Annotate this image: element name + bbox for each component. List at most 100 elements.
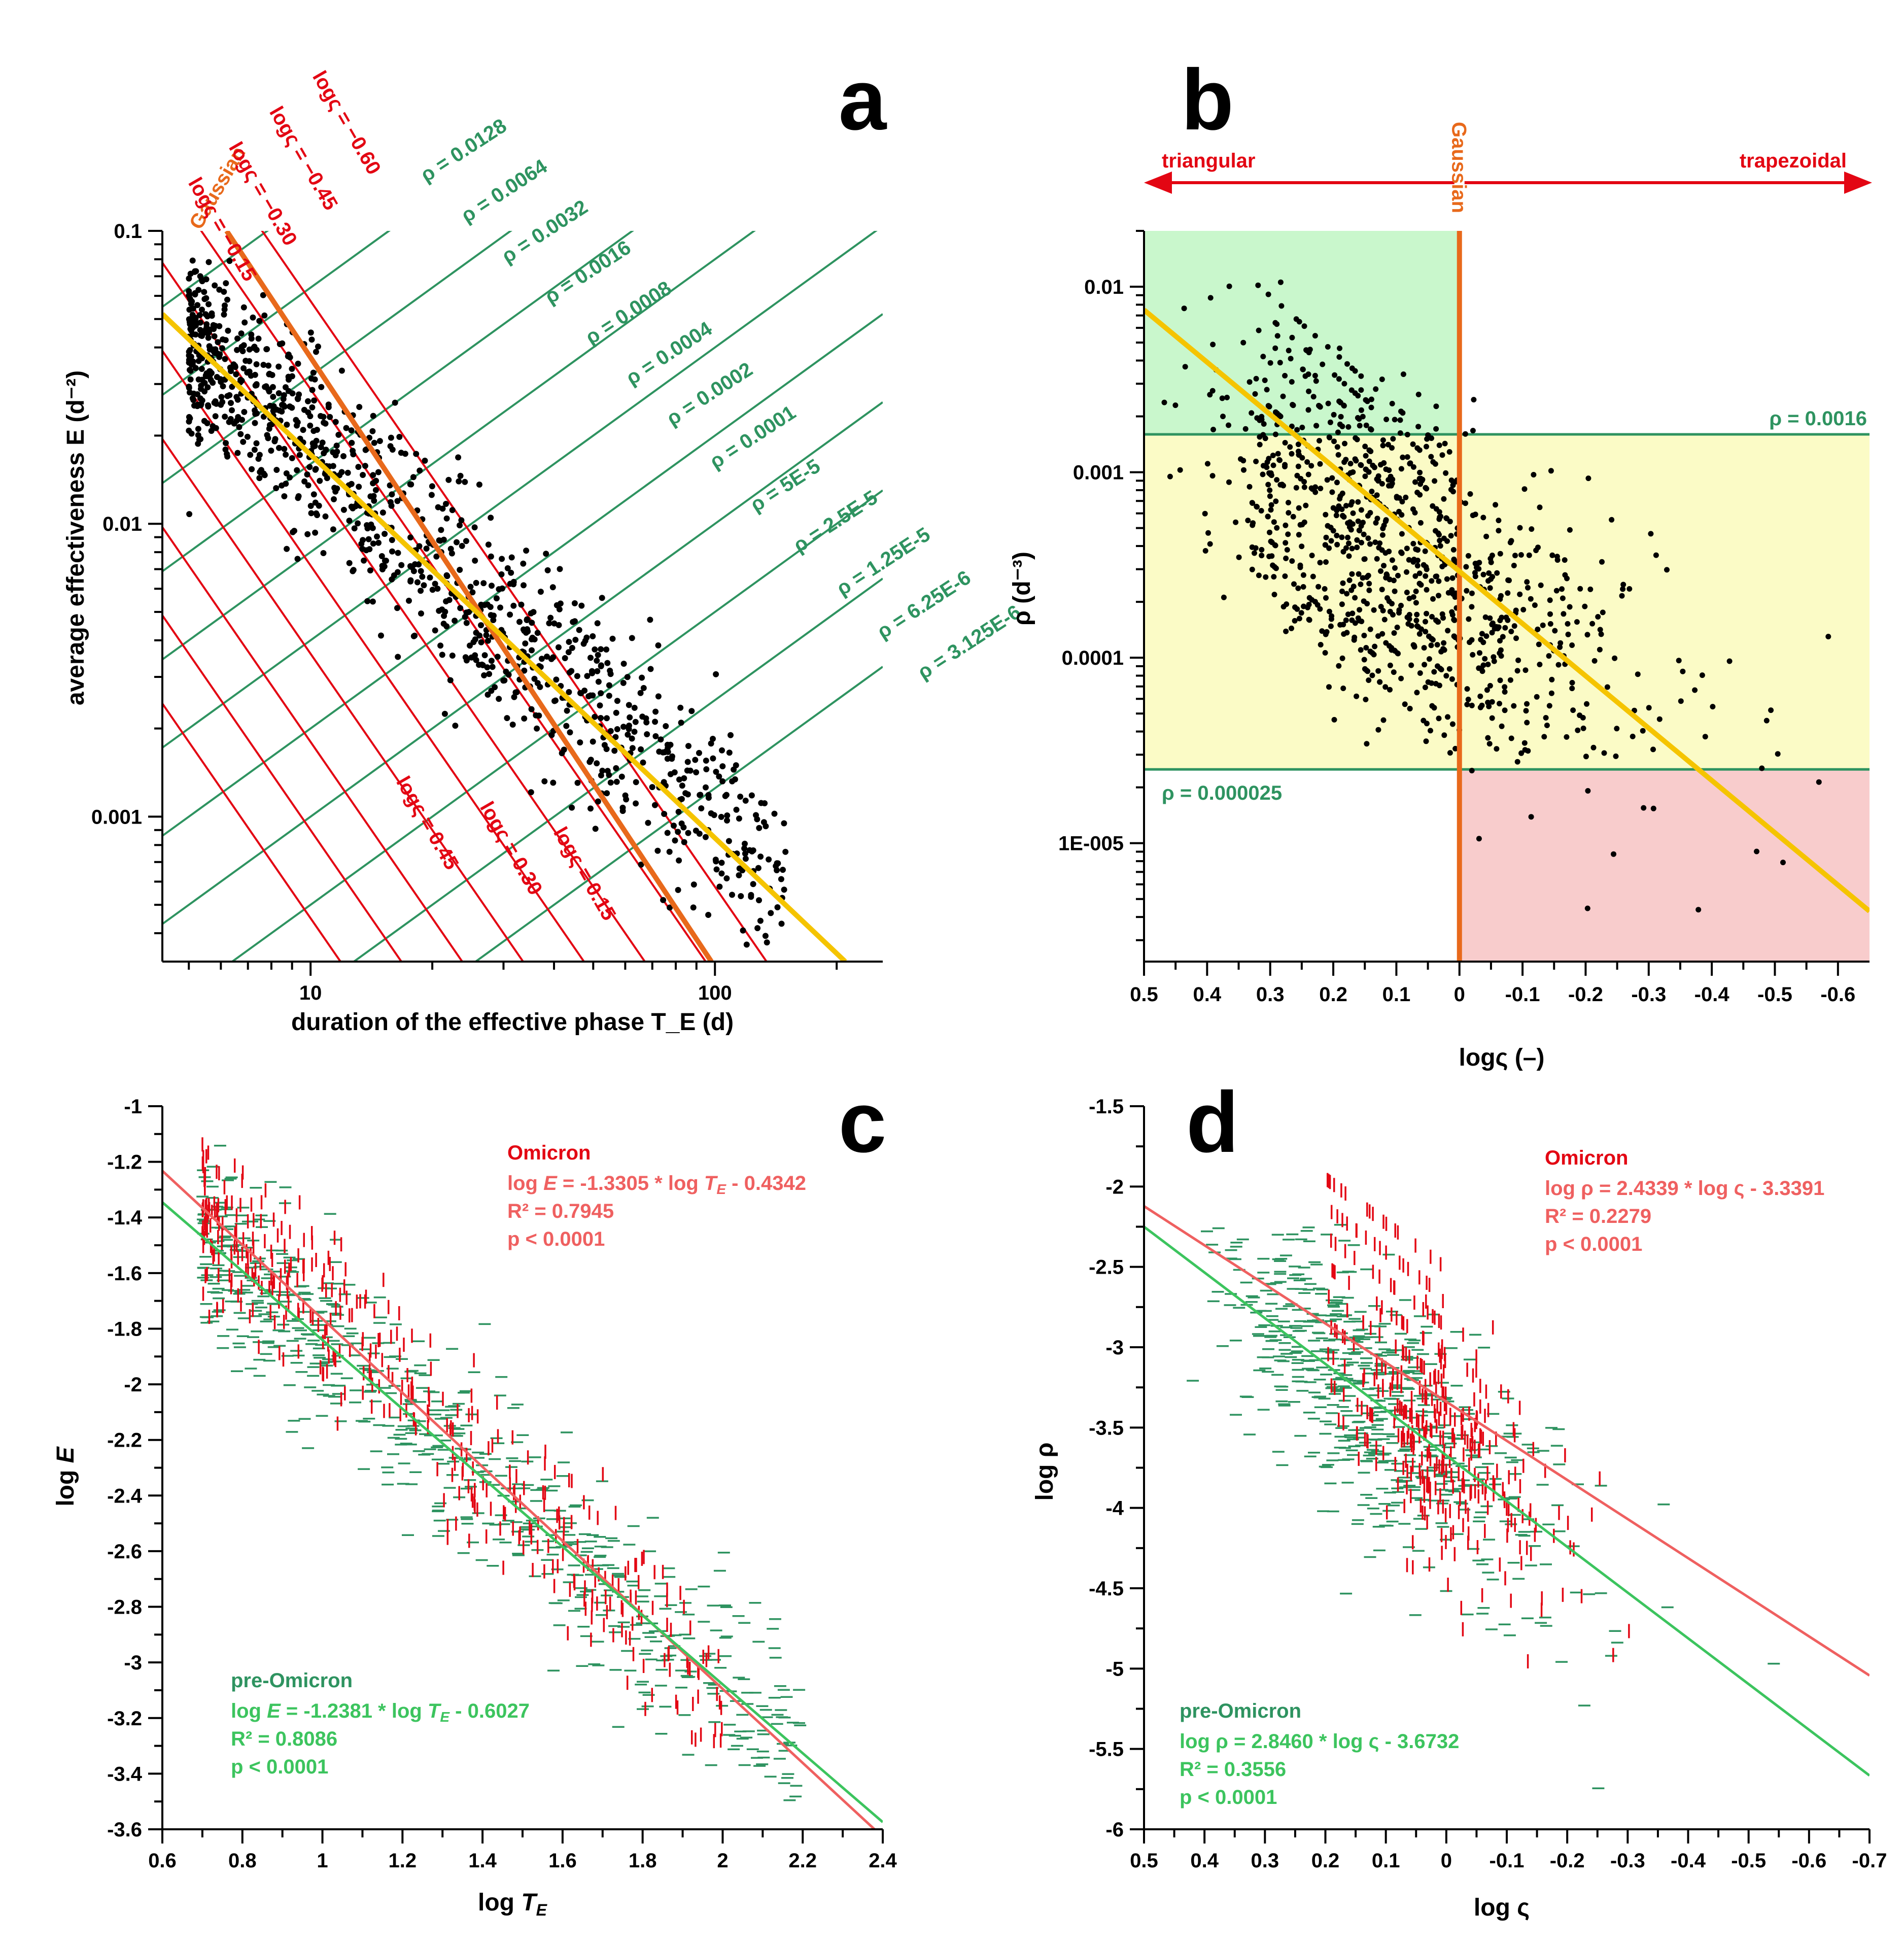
x-tick-label: 0.1 (1382, 983, 1411, 1006)
data-point (250, 314, 256, 321)
data-point (509, 722, 516, 728)
data-point (1367, 541, 1373, 547)
data-point (1547, 611, 1553, 617)
data-point (1380, 437, 1386, 443)
data-point (664, 830, 671, 836)
data-point (1354, 544, 1360, 551)
data-point (1267, 487, 1273, 493)
data-point (196, 312, 203, 318)
data-point (1226, 479, 1232, 485)
zone-yellow (1144, 434, 1870, 770)
data-point (201, 388, 208, 395)
data-point (1400, 371, 1406, 377)
data-point (1414, 558, 1421, 563)
data-point (661, 811, 668, 817)
data-point (1518, 750, 1525, 756)
y-tick-label: 0.001 (91, 806, 142, 828)
data-point (1540, 622, 1546, 628)
data-point (607, 671, 614, 677)
data-point (740, 927, 746, 934)
data-point (350, 448, 356, 454)
data-point (1471, 397, 1477, 403)
data-point (620, 661, 627, 667)
data-point (681, 775, 687, 781)
data-point (344, 469, 351, 476)
data-point (1259, 553, 1265, 559)
data-point (1207, 392, 1213, 398)
data-point (1462, 431, 1468, 437)
data-point (1349, 499, 1355, 505)
data-point (705, 792, 712, 798)
trapezoidal-label: trapezoidal (1740, 150, 1847, 172)
data-point (774, 867, 780, 873)
data-point (1410, 441, 1416, 447)
data-point (1286, 500, 1291, 505)
data-point (1410, 464, 1416, 470)
data-point (1413, 600, 1419, 606)
data-point (1597, 646, 1603, 653)
data-point (1580, 714, 1586, 721)
x-tick-label: 0 (1441, 1850, 1452, 1872)
data-point (1381, 563, 1387, 569)
data-point (685, 830, 691, 836)
data-point (1692, 687, 1698, 693)
data-point (724, 812, 731, 818)
data-point (626, 726, 632, 732)
data-point (269, 384, 276, 390)
data-point (1263, 574, 1269, 580)
data-point (614, 726, 620, 732)
data-point (1520, 607, 1527, 612)
data-point (484, 637, 491, 644)
data-point (1416, 570, 1423, 576)
data-point (1345, 424, 1352, 430)
data-point (703, 784, 709, 791)
data-point (1398, 549, 1404, 555)
data-point (241, 319, 248, 326)
data-point (364, 522, 370, 528)
data-point (294, 556, 301, 562)
data-point (666, 848, 673, 855)
data-point (1336, 354, 1342, 360)
data-point (1390, 436, 1396, 442)
data-point (1423, 738, 1429, 744)
data-point (1256, 572, 1262, 578)
data-point (1337, 493, 1343, 499)
data-point (463, 538, 469, 544)
data-point (1349, 571, 1355, 577)
data-point (375, 469, 382, 475)
data-point (1268, 507, 1274, 513)
panel-b-xlabel: logς (–) (1459, 1044, 1545, 1071)
data-point (523, 548, 530, 554)
data-point (1259, 547, 1265, 553)
data-point (237, 431, 244, 437)
data-point (533, 712, 539, 719)
data-point (1389, 647, 1395, 653)
data-point (1590, 744, 1597, 750)
data-point (1676, 658, 1682, 664)
data-point (283, 452, 289, 458)
data-point (1398, 602, 1404, 608)
zone-green (1144, 231, 1460, 434)
data-point (574, 673, 580, 679)
data-point (1296, 319, 1302, 325)
data-point (1650, 805, 1656, 811)
data-point (1775, 751, 1781, 757)
data-point (327, 414, 333, 420)
panel-d-ylabel: log ρ (1031, 1442, 1058, 1500)
data-point (295, 360, 301, 367)
x-tick-label: 0 (1454, 983, 1465, 1006)
data-point (1277, 279, 1284, 285)
data-point (1490, 620, 1496, 626)
data-point (238, 378, 245, 384)
data-point (1253, 545, 1259, 551)
data-point (1323, 559, 1329, 565)
data-point (1424, 436, 1430, 442)
data-point (1288, 356, 1294, 362)
data-point (742, 856, 749, 862)
data-point (780, 867, 786, 873)
data-point (438, 527, 444, 533)
data-point (381, 563, 388, 570)
data-point (1270, 453, 1276, 458)
data-point (546, 620, 552, 627)
data-point (488, 553, 494, 560)
